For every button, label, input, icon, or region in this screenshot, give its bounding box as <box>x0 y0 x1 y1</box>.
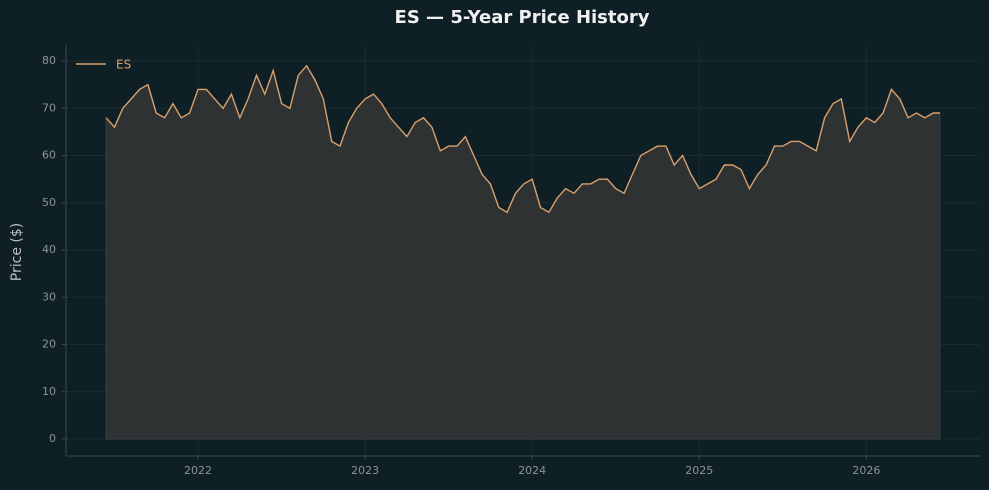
y-tick-label: 10 <box>42 385 56 398</box>
y-tick-label: 50 <box>42 196 56 209</box>
y-axis-label: Price ($) <box>9 223 25 281</box>
chart-title: ES — 5-Year Price History <box>395 7 650 28</box>
x-tick-label: 2025 <box>685 464 713 477</box>
line <box>105 64 940 214</box>
x-tick-label: 2023 <box>351 464 379 477</box>
y-tick-label: 60 <box>42 149 56 162</box>
legend-label: ES <box>116 58 131 72</box>
y-tick-label: 40 <box>42 243 56 256</box>
y-tick-label: 0 <box>49 432 56 445</box>
y-tick-label: 70 <box>42 101 56 114</box>
y-tick-label: 80 <box>42 54 56 67</box>
x-tick-label: 2024 <box>518 464 546 477</box>
area <box>105 64 941 440</box>
x-tick-label: 2026 <box>852 464 880 477</box>
y-tick-label: 30 <box>42 290 56 303</box>
x-tick-label: 2022 <box>184 464 212 477</box>
y-tick-label: 20 <box>42 338 56 351</box>
